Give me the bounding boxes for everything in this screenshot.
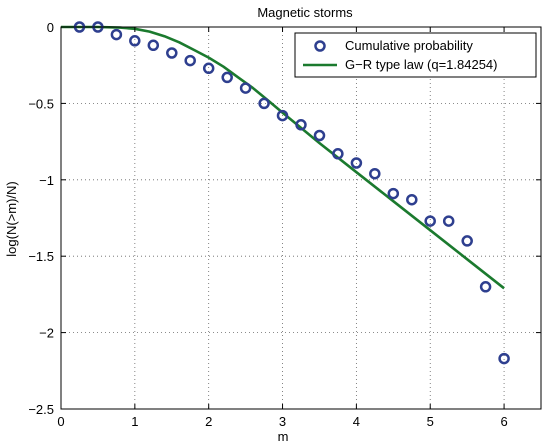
y-tick-label: −2.5 xyxy=(28,402,54,417)
data-point xyxy=(147,39,160,52)
y-axis-label: log(N(>m)/N) xyxy=(4,181,19,256)
data-point xyxy=(221,71,233,84)
x-tick-label: 3 xyxy=(279,414,286,429)
data-point xyxy=(461,235,473,247)
data-point xyxy=(442,215,455,227)
data-point xyxy=(332,148,344,160)
plot-frame xyxy=(60,26,542,410)
x-tick-label: 5 xyxy=(427,414,434,429)
x-axis-label: m xyxy=(278,429,289,444)
legend: Cumulative probability G−R type law (q=1… xyxy=(294,32,537,78)
grid xyxy=(61,27,541,409)
chart-title: Magnetic storms xyxy=(257,5,353,20)
x-tick-label: 2 xyxy=(205,414,212,429)
data-point xyxy=(129,35,141,47)
data-point xyxy=(295,119,307,131)
data-point xyxy=(110,28,123,41)
data-point xyxy=(498,352,510,365)
data-point xyxy=(239,82,252,94)
data-point xyxy=(202,62,215,75)
data-point xyxy=(387,187,400,200)
data-point xyxy=(276,109,289,122)
data-point xyxy=(479,281,492,293)
x-tick-label: 0 xyxy=(57,414,64,429)
tick-labels: 0 1 2 3 4 5 6 0 −0.5 −1 −1.5 −2 −2.5 xyxy=(28,20,507,429)
data-point xyxy=(166,47,178,59)
x-tick-label: 4 xyxy=(353,414,360,429)
y-tick-label: −2 xyxy=(39,326,54,341)
data-point xyxy=(313,129,326,142)
ticks xyxy=(60,26,541,410)
x-tick-label: 6 xyxy=(500,414,507,429)
data-point xyxy=(350,157,363,169)
legend-box xyxy=(294,32,537,78)
legend-label-gr-law: G−R type law (q=1.84254) xyxy=(345,57,497,72)
data-point xyxy=(406,193,418,206)
data-point xyxy=(369,167,381,180)
y-tick-label: −0.5 xyxy=(28,96,54,111)
data-point xyxy=(184,54,196,67)
x-tick-label: 1 xyxy=(131,414,138,429)
series-line-gr-law xyxy=(61,25,505,290)
legend-marker-cumulative-probability xyxy=(314,40,326,52)
y-tick-label: 0 xyxy=(47,20,54,35)
legend-label-cumulative-probability: Cumulative probability xyxy=(345,38,473,53)
data-point xyxy=(424,215,436,227)
y-tick-label: −1 xyxy=(39,173,54,188)
y-tick-label: −1.5 xyxy=(28,249,54,264)
data-point xyxy=(258,97,270,110)
